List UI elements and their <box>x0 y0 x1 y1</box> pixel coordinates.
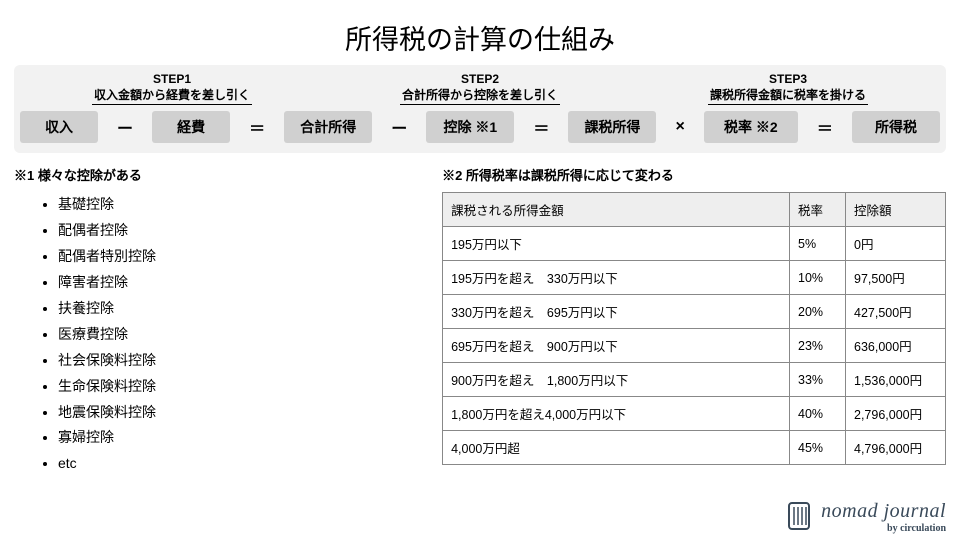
logo-byline: by circulation <box>821 523 946 534</box>
list-item: 社会保険料控除 <box>58 348 424 374</box>
step-label: STEP2 <box>326 71 634 87</box>
formula-box-income: 収入 <box>20 111 98 143</box>
table-cell: 33% <box>790 363 846 397</box>
table-row: 695万円を超え 900万円以下23%636,000円 <box>443 329 946 363</box>
list-item: 障害者控除 <box>58 270 424 296</box>
op-equals: ＝ <box>813 115 837 139</box>
table-cell: 10% <box>790 261 846 295</box>
table-row: 195万円を超え 330万円以下10%97,500円 <box>443 261 946 295</box>
table-cell: 900万円を超え 1,800万円以下 <box>443 363 790 397</box>
table-cell: 195万円以下 <box>443 227 790 261</box>
list-item: 寡婦控除 <box>58 425 424 451</box>
table-cell: 97,500円 <box>846 261 946 295</box>
step-head-2: STEP2 合計所得から控除を差し引く <box>326 71 634 105</box>
table-cell: 5% <box>790 227 846 261</box>
table-header-row: 課税される所得金額 税率 控除額 <box>443 193 946 227</box>
op-equals: ＝ <box>245 115 269 139</box>
formula-box-income-tax: 所得税 <box>852 111 940 143</box>
table-cell: 330万円を超え 695万円以下 <box>443 295 790 329</box>
table-cell: 427,500円 <box>846 295 946 329</box>
formula-box-rate: 税率 ※2 <box>704 111 798 143</box>
table-row: 330万円を超え 695万円以下20%427,500円 <box>443 295 946 329</box>
table-cell: 1,536,000円 <box>846 363 946 397</box>
table-cell: 45% <box>790 431 846 465</box>
table-row: 1,800万円を超え4,000万円以下40%2,796,000円 <box>443 397 946 431</box>
table-cell: 40% <box>790 397 846 431</box>
step-desc: 収入金額から経費を差し引く <box>92 87 252 105</box>
list-item: 配偶者特別控除 <box>58 244 424 270</box>
table-cell: 2,796,000円 <box>846 397 946 431</box>
note1-column: ※1 様々な控除がある 基礎控除配偶者控除配偶者特別控除障害者控除扶養控除医療費… <box>14 165 424 477</box>
note1-title: ※1 様々な控除がある <box>14 165 424 184</box>
logo: nomad journal by circulation <box>787 500 946 534</box>
book-icon <box>787 501 813 533</box>
content-columns: ※1 様々な控除がある 基礎控除配偶者控除配偶者特別控除障害者控除扶養控除医療費… <box>0 153 960 477</box>
formula-box-expense: 経費 <box>152 111 230 143</box>
table-header: 控除額 <box>846 193 946 227</box>
op-minus: ー <box>113 115 137 139</box>
page-title: 所得税の計算の仕組み <box>0 0 960 65</box>
step-head-3: STEP3 課税所得金額に税率を掛ける <box>634 71 942 105</box>
deduction-list: 基礎控除配偶者控除配偶者特別控除障害者控除扶養控除医療費控除社会保険料控除生命保… <box>14 192 424 477</box>
logo-brand: nomad journal <box>821 500 946 523</box>
op-times: × <box>671 118 688 136</box>
step-label: STEP3 <box>634 71 942 87</box>
list-item: 扶養控除 <box>58 296 424 322</box>
tax-rate-table: 課税される所得金額 税率 控除額 195万円以下5%0円195万円を超え 330… <box>442 192 946 465</box>
table-row: 4,000万円超45%4,796,000円 <box>443 431 946 465</box>
list-item: 生命保険料控除 <box>58 374 424 400</box>
steps-container: STEP1 収入金額から経費を差し引く STEP2 合計所得から控除を差し引く … <box>14 65 946 153</box>
table-cell: 4,796,000円 <box>846 431 946 465</box>
op-equals: ＝ <box>529 115 553 139</box>
table-header: 課税される所得金額 <box>443 193 790 227</box>
step-desc: 課税所得金額に税率を掛ける <box>708 87 868 105</box>
note2-title: ※2 所得税率は課税所得に応じて変わる <box>442 165 946 184</box>
list-item: etc <box>58 451 424 477</box>
table-row: 900万円を超え 1,800万円以下33%1,536,000円 <box>443 363 946 397</box>
formula-box-total-income: 合計所得 <box>284 111 372 143</box>
logo-text: nomad journal by circulation <box>821 500 946 534</box>
list-item: 医療費控除 <box>58 322 424 348</box>
table-cell: 4,000万円超 <box>443 431 790 465</box>
table-cell: 0円 <box>846 227 946 261</box>
table-row: 195万円以下5%0円 <box>443 227 946 261</box>
formula-box-taxable: 課税所得 <box>568 111 656 143</box>
table-header: 税率 <box>790 193 846 227</box>
table-cell: 1,800万円を超え4,000万円以下 <box>443 397 790 431</box>
list-item: 配偶者控除 <box>58 218 424 244</box>
table-cell: 695万円を超え 900万円以下 <box>443 329 790 363</box>
note2-column: ※2 所得税率は課税所得に応じて変わる 課税される所得金額 税率 控除額 195… <box>442 165 946 477</box>
formula-row: 収入 ー 経費 ＝ 合計所得 ー 控除 ※1 ＝ 課税所得 × 税率 ※2 ＝ … <box>18 111 942 143</box>
step-desc: 合計所得から控除を差し引く <box>400 87 560 105</box>
list-item: 基礎控除 <box>58 192 424 218</box>
list-item: 地震保険料控除 <box>58 400 424 426</box>
step-head-1: STEP1 収入金額から経費を差し引く <box>18 71 326 105</box>
formula-box-deduction: 控除 ※1 <box>426 111 514 143</box>
step-heads: STEP1 収入金額から経費を差し引く STEP2 合計所得から控除を差し引く … <box>18 71 942 105</box>
table-cell: 636,000円 <box>846 329 946 363</box>
table-cell: 20% <box>790 295 846 329</box>
table-cell: 23% <box>790 329 846 363</box>
table-cell: 195万円を超え 330万円以下 <box>443 261 790 295</box>
step-label: STEP1 <box>18 71 326 87</box>
op-minus: ー <box>387 115 411 139</box>
